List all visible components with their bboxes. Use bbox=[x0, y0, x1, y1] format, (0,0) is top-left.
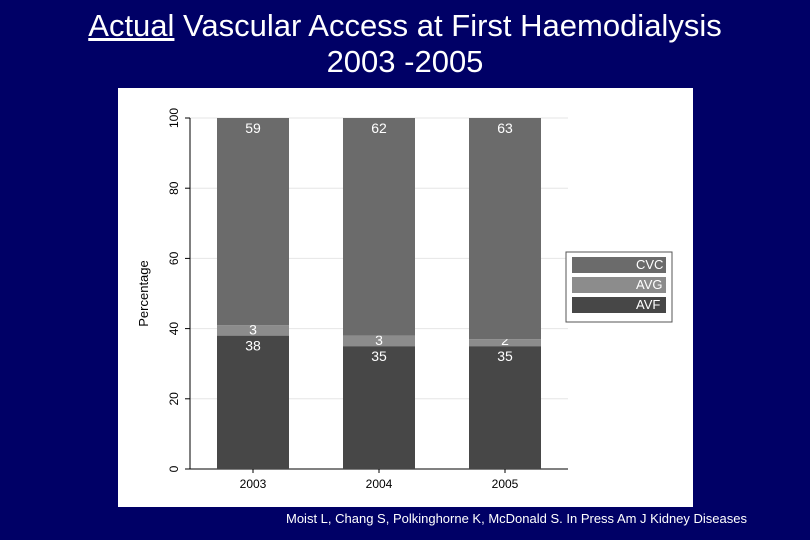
legend-label-avg: AVG bbox=[636, 277, 663, 292]
title-line-1-rest: Vascular Access at First Haemodialysis bbox=[174, 8, 722, 43]
y-tick-label: 20 bbox=[167, 392, 181, 406]
slide-title: Actual Vascular Access at First Haemodia… bbox=[0, 8, 810, 80]
title-line-2: 2003 -2005 bbox=[326, 44, 484, 79]
data-label-avg-2004: 3 bbox=[375, 332, 383, 348]
data-label-avf-2004: 35 bbox=[371, 348, 387, 364]
data-label-cvc-2004: 62 bbox=[371, 120, 387, 136]
legend-label-bg-cvc bbox=[630, 257, 666, 273]
y-tick-label: 80 bbox=[167, 181, 181, 195]
legend-swatch-avg bbox=[572, 277, 630, 293]
data-label-cvc-2003: 59 bbox=[245, 120, 261, 136]
x-tick-label: 2003 bbox=[240, 477, 267, 491]
legend-swatch-avf bbox=[572, 297, 630, 313]
legend-label-bg-avf bbox=[630, 297, 666, 313]
bar-segment-cvc-2003 bbox=[217, 118, 289, 326]
bar-segment-avg-2003 bbox=[217, 325, 289, 336]
legend-label-bg-avg bbox=[630, 277, 666, 293]
bar-segment-cvc-2005 bbox=[469, 118, 541, 340]
y-tick-label: 0 bbox=[167, 465, 181, 472]
bar-segment-avg-2005 bbox=[469, 339, 541, 347]
y-tick-label: 60 bbox=[167, 251, 181, 265]
data-label-cvc-2005: 63 bbox=[497, 120, 513, 136]
x-tick-label: 2004 bbox=[366, 477, 393, 491]
citation: Moist L, Chang S, Polkinghorne K, McDona… bbox=[286, 511, 747, 526]
chart-panel: 0 20 40 60 80 100 Percentage 38 3 59 2003 35 3 62 2004… bbox=[118, 88, 693, 507]
y-tick-label: 100 bbox=[167, 108, 181, 128]
data-label-avg-2005: 2 bbox=[501, 332, 509, 348]
y-axis-label: Percentage bbox=[136, 260, 151, 327]
data-label-avg-2003: 3 bbox=[249, 322, 257, 338]
bar-segment-avg-2004 bbox=[343, 335, 415, 347]
bar-segment-cvc-2004 bbox=[343, 118, 415, 336]
data-label-avf-2003: 38 bbox=[245, 338, 261, 354]
x-tick-label: 2005 bbox=[492, 477, 519, 491]
title-underlined-word: Actual bbox=[88, 8, 175, 43]
title-line-1: Actual Vascular Access at First Haemodia… bbox=[0, 8, 810, 44]
legend-swatch-cvc bbox=[572, 257, 630, 273]
stacked-bar-chart: 020406080100Percentage383592003353622004… bbox=[136, 108, 673, 491]
bar-segment-avf-2004 bbox=[343, 346, 415, 469]
bar-segment-avf-2003 bbox=[217, 335, 289, 469]
data-label-avf-2005: 35 bbox=[497, 348, 513, 364]
bar-segment-avf-2005 bbox=[469, 346, 541, 469]
y-tick-label: 40 bbox=[167, 322, 181, 336]
legend-label-cvc: CVC bbox=[636, 257, 663, 272]
legend-label-avf: AVF bbox=[636, 297, 660, 312]
